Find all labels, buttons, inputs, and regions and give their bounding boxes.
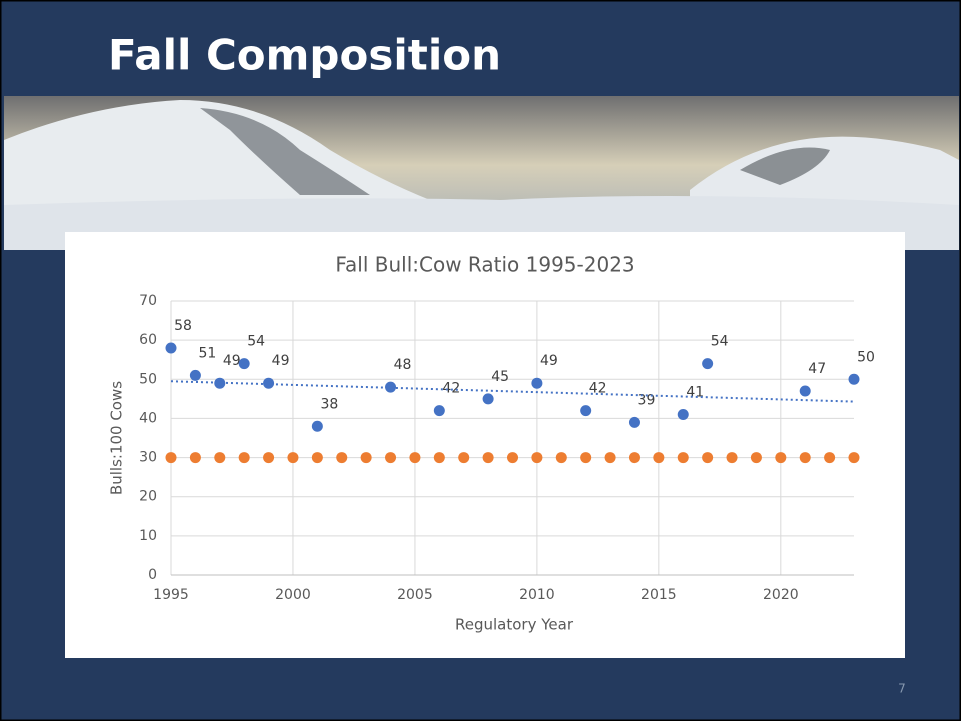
data-point bbox=[238, 452, 250, 464]
data-label: 38 bbox=[320, 396, 338, 412]
data-point bbox=[165, 452, 177, 464]
data-point bbox=[189, 369, 201, 381]
data-point bbox=[531, 377, 543, 389]
data-label: 54 bbox=[711, 334, 729, 350]
data-point bbox=[482, 393, 494, 405]
data-point bbox=[238, 358, 250, 370]
data-point bbox=[336, 452, 348, 464]
y-tick-label: 30 bbox=[139, 450, 157, 466]
x-tick-label: 1995 bbox=[153, 587, 189, 603]
data-point bbox=[214, 452, 226, 464]
data-point bbox=[775, 452, 787, 464]
data-point bbox=[385, 381, 397, 393]
data-point bbox=[531, 452, 543, 464]
data-point bbox=[702, 358, 714, 370]
data-label: 45 bbox=[491, 369, 509, 385]
data-label: 50 bbox=[857, 349, 875, 365]
data-point bbox=[848, 452, 860, 464]
data-point bbox=[628, 416, 640, 428]
data-point bbox=[580, 452, 592, 464]
data-point bbox=[482, 452, 494, 464]
x-tick-label: 2020 bbox=[763, 587, 799, 603]
y-tick-label: 70 bbox=[139, 293, 157, 309]
y-tick-label: 0 bbox=[148, 567, 157, 583]
y-tick-label: 50 bbox=[139, 371, 157, 387]
data-point bbox=[189, 452, 201, 464]
y-tick-label: 10 bbox=[139, 528, 157, 544]
slide-title: Fall Composition bbox=[108, 31, 501, 80]
data-point bbox=[726, 452, 738, 464]
data-point bbox=[263, 377, 275, 389]
data-point bbox=[214, 377, 226, 389]
x-tick-label: 2010 bbox=[519, 587, 555, 603]
data-point bbox=[848, 373, 860, 385]
data-point bbox=[799, 452, 811, 464]
data-point bbox=[628, 452, 640, 464]
x-tick-label: 2005 bbox=[397, 587, 433, 603]
chart-title: Fall Bull:Cow Ratio 1995-2023 bbox=[335, 253, 634, 277]
data-label: 54 bbox=[247, 334, 265, 350]
trendline bbox=[170, 380, 855, 403]
data-point bbox=[263, 452, 275, 464]
x-tick-label: 2000 bbox=[275, 587, 311, 603]
y-axis-label: Bulls:100 Cows bbox=[108, 381, 126, 495]
data-point bbox=[311, 452, 323, 464]
data-point bbox=[653, 452, 665, 464]
data-point bbox=[287, 452, 299, 464]
photo-banner bbox=[4, 96, 959, 250]
data-point bbox=[360, 452, 372, 464]
y-tick-label: 40 bbox=[139, 410, 157, 426]
data-point bbox=[604, 452, 616, 464]
data-label: 47 bbox=[808, 361, 826, 377]
data-point bbox=[750, 452, 762, 464]
data-label: 49 bbox=[540, 353, 558, 369]
data-label: 49 bbox=[272, 353, 290, 369]
page-number: 7 bbox=[898, 682, 906, 696]
y-tick-label: 20 bbox=[139, 489, 157, 505]
data-label: 58 bbox=[174, 318, 192, 334]
x-axis-label: Regulatory Year bbox=[455, 616, 574, 634]
data-point bbox=[458, 452, 470, 464]
plot: 0 10 20 30 40 50 60 70 1995 2000 2005 2010 2015 2020 5… bbox=[139, 293, 875, 603]
data-point bbox=[677, 409, 689, 421]
chart-area bbox=[65, 232, 905, 658]
data-label: 48 bbox=[394, 357, 412, 373]
y-tick-label: 60 bbox=[139, 332, 157, 348]
data-label: 41 bbox=[686, 385, 704, 401]
data-point bbox=[385, 452, 397, 464]
data-point bbox=[409, 452, 421, 464]
data-point bbox=[580, 405, 592, 417]
data-label: 42 bbox=[589, 381, 607, 397]
data-point bbox=[824, 452, 836, 464]
data-point bbox=[677, 452, 689, 464]
data-point bbox=[165, 342, 177, 354]
data-label: 49 bbox=[223, 353, 241, 369]
data-point bbox=[433, 405, 445, 417]
data-point bbox=[507, 452, 518, 464]
data-point bbox=[799, 385, 811, 397]
x-tick-label: 2015 bbox=[641, 587, 677, 603]
data-label: 51 bbox=[198, 345, 216, 361]
data-point bbox=[311, 420, 323, 432]
data-point bbox=[433, 452, 445, 464]
data-point bbox=[702, 452, 714, 464]
data-point bbox=[555, 452, 567, 464]
